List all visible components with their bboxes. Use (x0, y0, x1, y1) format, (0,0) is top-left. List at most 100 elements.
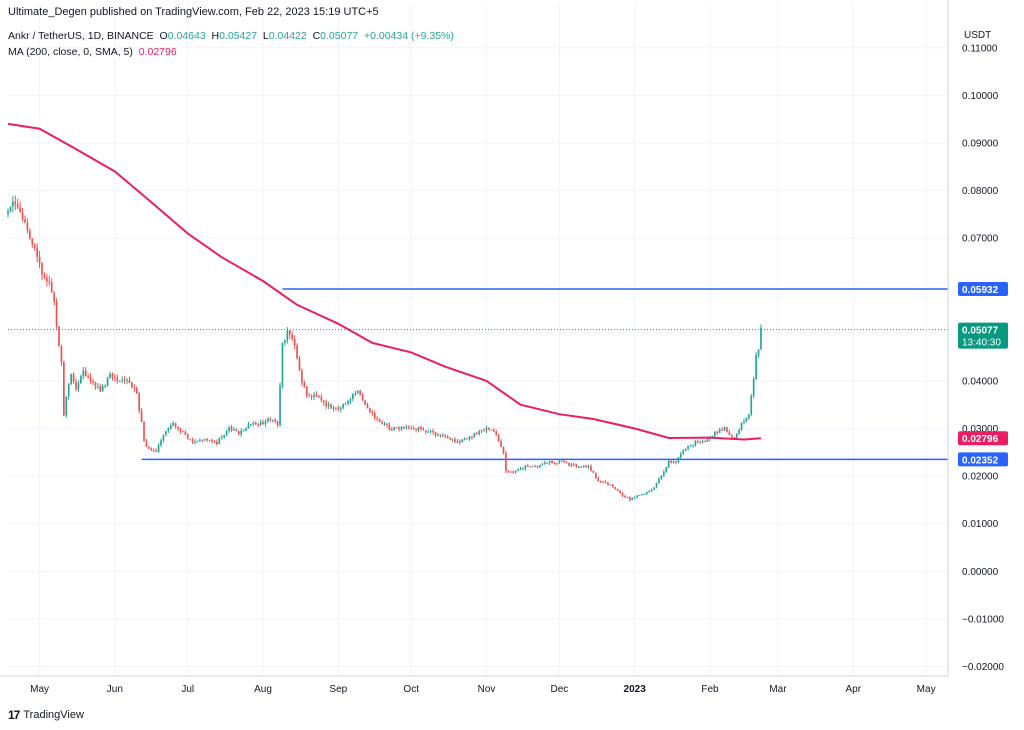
candle-body (259, 422, 262, 426)
candle-body (502, 446, 505, 454)
candle-body (16, 204, 19, 208)
candle-body (412, 427, 415, 429)
candle-body (631, 497, 634, 501)
candle-body (342, 404, 345, 408)
candle-body (750, 395, 753, 415)
candle-body (458, 441, 461, 443)
high-value: 0.05427 (219, 30, 258, 42)
candle-body (471, 436, 473, 438)
candle-body (371, 412, 374, 414)
candle-body (716, 431, 719, 434)
candle-body (507, 471, 510, 473)
candle-body (660, 475, 663, 479)
candle-body (133, 387, 136, 389)
candle-body (271, 419, 274, 421)
candle-body (55, 301, 58, 327)
candle-body (514, 470, 517, 473)
y-tick-label: 0.08000 (962, 186, 999, 197)
candle-body (604, 481, 607, 483)
candle-body (223, 434, 226, 438)
candle-body (667, 460, 670, 468)
candle-body (33, 244, 36, 248)
candle-body (322, 400, 325, 403)
candle-body (60, 346, 63, 363)
candle-body (582, 465, 585, 468)
candle-body (488, 428, 490, 430)
candle-body (478, 431, 481, 435)
candle-body (456, 441, 459, 443)
candle-body (169, 425, 172, 429)
candle-body (75, 381, 77, 390)
candle-body (250, 424, 252, 426)
candle-body (429, 430, 432, 432)
candle-body (87, 376, 90, 378)
candle-body (420, 427, 422, 429)
tradingview-footer[interactable]: 17 TradingView (8, 708, 84, 722)
candle-body (46, 277, 48, 282)
candle-body (279, 385, 281, 425)
candle-body (352, 394, 354, 400)
candle-body (99, 386, 102, 392)
candle-body (432, 430, 434, 433)
candle-body (359, 390, 362, 395)
candle-body (325, 402, 328, 407)
tradingview-brand: TradingView (23, 709, 84, 721)
candle-body (344, 403, 347, 405)
candle-body (675, 461, 677, 463)
candle-body (220, 437, 223, 439)
y-tick-label: 0.02000 (962, 472, 999, 483)
candle-body (262, 422, 264, 424)
candle-body (36, 247, 38, 257)
candle-body (492, 429, 495, 432)
last-price-tag-label: 0.05077 (962, 326, 999, 337)
candle-body (276, 421, 279, 425)
candle-body (407, 426, 410, 428)
candle-body (177, 426, 179, 429)
candle-body (65, 396, 68, 416)
candle-body (109, 373, 111, 378)
candle-body (339, 407, 342, 410)
candle-body (335, 407, 337, 409)
candle-body (67, 384, 70, 397)
candle-body (689, 445, 692, 447)
candle-body (422, 428, 425, 431)
candle-body (313, 394, 315, 397)
tradingview-logo-icon: 17 (8, 708, 20, 722)
candle-body (388, 424, 391, 430)
candle-body (614, 487, 617, 489)
candle-body (602, 481, 604, 483)
last-price-tag-countdown: 13:40:30 (962, 338, 1001, 349)
candle-body (179, 428, 182, 432)
candle-body (349, 399, 352, 401)
candle-body (672, 461, 675, 463)
candle-body (21, 212, 24, 220)
candle-body (539, 464, 541, 467)
y-tick-label: 0.04000 (962, 376, 999, 387)
x-tick-label: Jul (181, 684, 194, 695)
candle-body (369, 408, 371, 413)
candle-body (565, 462, 568, 464)
y-tick-label: 0.09000 (962, 138, 999, 149)
candle-body (24, 219, 26, 223)
ma-legend: MA (200, close, 0, SMA, 5) 0.02796 (8, 46, 177, 58)
candle-body (755, 354, 757, 379)
candle-body (577, 466, 580, 468)
candle-body (233, 429, 235, 431)
candle-body (616, 488, 619, 491)
ma-tag-label: 0.02796 (962, 434, 999, 445)
candle-body (194, 441, 196, 443)
candle-body (140, 410, 143, 422)
candle-body (466, 438, 468, 440)
candle-body (274, 419, 277, 422)
candle-body (97, 386, 99, 388)
candle-body (665, 467, 668, 472)
candle-body (354, 392, 357, 395)
candle-body (439, 434, 442, 436)
candle-body (390, 429, 393, 431)
candle-body (575, 464, 578, 467)
candle-body (43, 274, 46, 278)
candle-body (495, 431, 498, 435)
candle-body (679, 453, 682, 458)
